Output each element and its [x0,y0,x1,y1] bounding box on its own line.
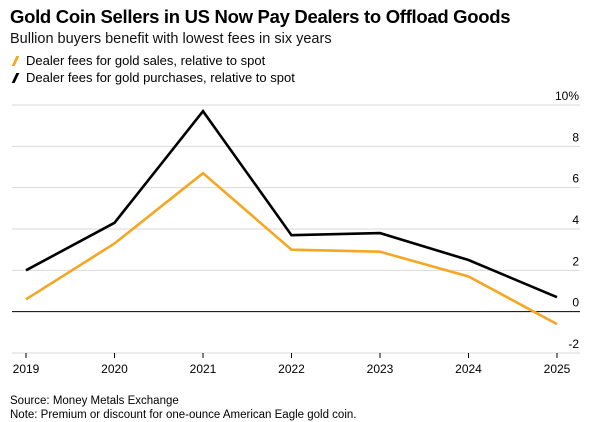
y-tick-label: -2 [568,337,579,351]
series-line-sales [25,171,558,326]
legend-item-sales: Dealer fees for gold sales, relative to … [10,52,295,69]
y-tick-label: 2 [572,254,579,268]
x-tick-label: 2019 [13,362,40,376]
y-tick-label: 0 [572,296,579,310]
y-tick-label: 8 [572,130,579,144]
source-note: Source: Money Metals Exchange [10,395,179,407]
chart-title: Gold Coin Sellers in US Now Pay Dealers … [10,6,511,27]
x-tick-label: 2024 [455,362,482,376]
y-tick-label: 4 [572,213,579,227]
series-line-purchases [25,109,558,299]
y-tick-label: 6 [572,172,579,186]
legend-item-purchases: Dealer fees for gold purchases, relative… [10,69,295,86]
legend: Dealer fees for gold sales, relative to … [10,52,295,86]
x-tick-label: 2021 [190,362,217,376]
y-tick-label: 10% [555,89,579,103]
x-tick-label: 2023 [367,362,394,376]
chart-subtitle: Bullion buyers benefit with lowest fees … [10,31,332,47]
x-tick-label: 2020 [101,362,128,376]
x-tick-label: 2022 [278,362,305,376]
x-tick-label: 2025 [544,362,571,376]
legend-label-purchases: Dealer fees for gold purchases, relative… [26,70,295,85]
legend-label-sales: Dealer fees for gold sales, relative to … [26,53,266,68]
footnote: Note: Premium or discount for one-ounce … [10,409,357,421]
